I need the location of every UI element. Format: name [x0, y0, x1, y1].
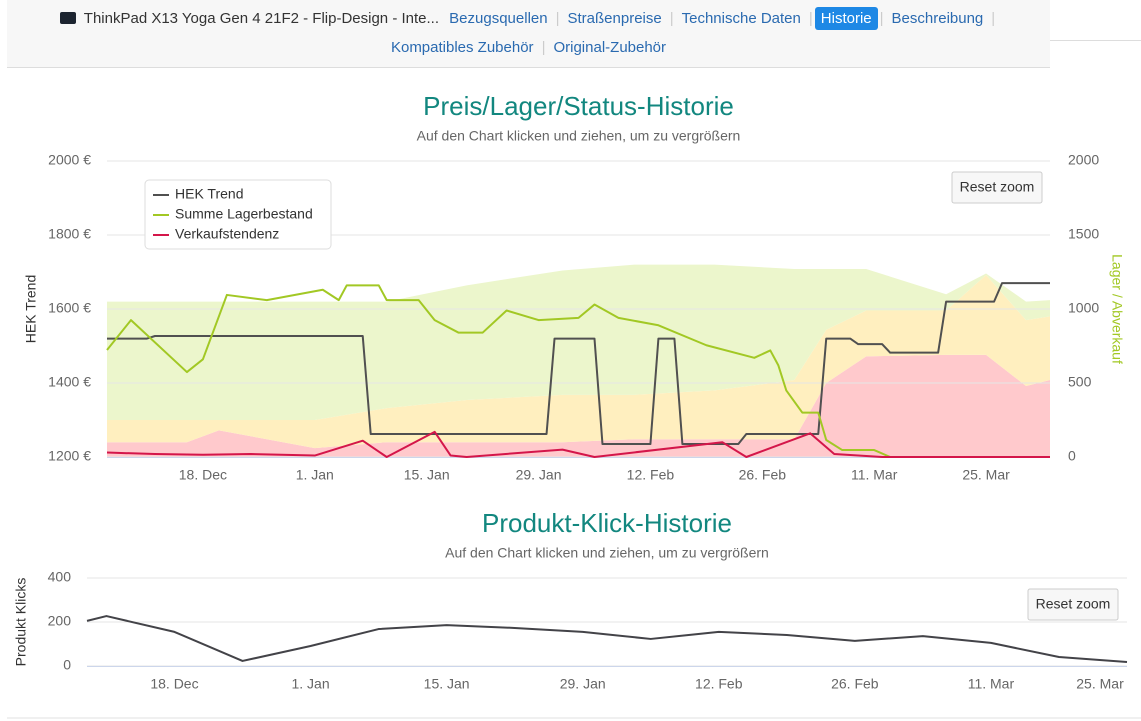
chart-title: Produkt-Klick-Historie	[482, 508, 732, 538]
x-tick-label: 1. Jan	[296, 467, 334, 483]
separator: |	[541, 39, 546, 56]
nav-link[interactable]: Kompatibles Zubehör	[390, 39, 534, 56]
x-tick-label: 25. Mar	[962, 467, 1010, 483]
x-tick-label: 11. Mar	[851, 467, 898, 483]
divider	[1050, 40, 1141, 41]
separator: |	[555, 10, 560, 27]
y-tick-label: 1200 €	[48, 448, 91, 464]
button-box	[1027, 588, 1119, 621]
y-tick-label: 1400 €	[48, 374, 91, 390]
product-name: ThinkPad X13 Yoga Gen 4 21F2 - Flip-Desi…	[83, 10, 439, 27]
separator: |	[991, 10, 996, 27]
y2-tick-label: 0	[1068, 448, 1076, 464]
separator: |	[669, 10, 674, 27]
nav-link[interactable]: Technische Daten	[681, 10, 801, 27]
nav-link[interactable]: Original-Zubehör	[553, 39, 667, 56]
chart-subtitle: Auf den Chart klicken und ziehen, um zu …	[417, 128, 741, 144]
y-tick-label: 2000 €	[48, 152, 91, 168]
y-axis-title: Produkt Klicks	[13, 578, 29, 667]
separator: |	[808, 10, 813, 27]
y-tick-label: 200	[48, 613, 72, 629]
button-label: Reset zoom	[1036, 596, 1111, 612]
legend-label: HEK Trend	[175, 186, 243, 202]
nav-bar: ThinkPad X13 Yoga Gen 4 21F2 - Flip-Desi…	[7, 0, 1050, 68]
chart-subtitle: Auf den Chart klicken und ziehen, um zu …	[445, 545, 769, 561]
legend-box	[144, 179, 332, 250]
reset-zoom-button[interactable]: Reset zoom	[1027, 588, 1119, 621]
x-tick-label: 12. Feb	[695, 676, 743, 692]
y2-axis-title: Lager / Abverkauf	[1109, 254, 1125, 364]
y-tick-label: 1600 €	[48, 300, 91, 316]
series-line	[86, 615, 1128, 664]
x-tick-label: 15. Jan	[424, 676, 470, 692]
x-tick-label: 26. Feb	[739, 467, 787, 483]
y-tick-label: 1800 €	[48, 226, 91, 242]
button-label: Reset zoom	[960, 179, 1035, 195]
y2-tick-label: 1000	[1068, 300, 1099, 316]
chart: Preis/Lager/Status-Historie Auf den Chart…	[23, 91, 1126, 483]
x-tick-label: 18. Dec	[150, 676, 198, 692]
x-tick-label: 25. Mar	[1076, 676, 1124, 692]
x-tick-label: 15. Jan	[404, 467, 450, 483]
status-area	[107, 354, 1050, 457]
chart: Produkt-Klick-Historie Auf den Chart klic…	[13, 508, 1128, 692]
nav-link[interactable]: Straßenpreise	[567, 10, 662, 27]
legend-label: Summe Lagerbestand	[175, 206, 313, 222]
nav-link[interactable]: Beschreibung	[891, 10, 984, 27]
product-icon	[59, 12, 76, 24]
legend: HEK Trend Summe Lagerbestand Verkaufstende…	[144, 179, 332, 250]
x-tick-label: 11. Mar	[968, 676, 1015, 692]
x-tick-label: 1. Jan	[291, 676, 329, 692]
reset-zoom-button[interactable]: Reset zoom	[951, 171, 1043, 204]
separator: |	[879, 10, 884, 27]
button-box	[951, 171, 1043, 204]
y-tick-label: 400	[48, 569, 72, 585]
y2-tick-label: 500	[1068, 374, 1092, 390]
status-area	[107, 274, 1050, 449]
series-line	[106, 430, 1050, 458]
nav-link[interactable]: Bezugsquellen	[449, 10, 548, 27]
legend-label: Verkaufstendenz	[175, 226, 279, 242]
x-tick-label: 26. Feb	[831, 676, 879, 692]
series-line	[106, 284, 1050, 458]
x-tick-label: 12. Feb	[627, 467, 675, 483]
status-area	[107, 264, 1050, 420]
nav-link[interactable]: Historie	[814, 7, 878, 30]
chart-title: Preis/Lager/Status-Historie	[423, 91, 734, 121]
y2-tick-label: 2000	[1068, 152, 1099, 168]
x-tick-label: 29. Jan	[560, 676, 606, 692]
x-tick-label: 29. Jan	[516, 467, 562, 483]
y-tick-label: 0	[63, 657, 71, 673]
y-axis-title: HEK Trend	[23, 275, 39, 343]
x-tick-label: 18. Dec	[179, 467, 227, 483]
y2-tick-label: 1500	[1068, 226, 1099, 242]
